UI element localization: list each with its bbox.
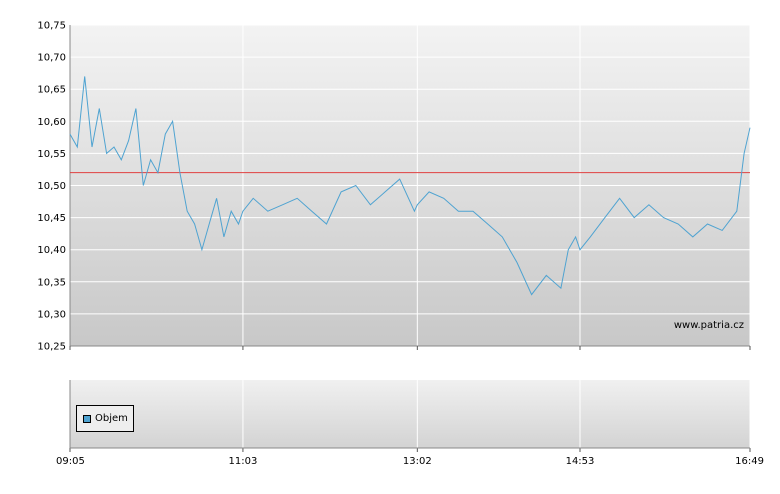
y-tick-label: 10,35 [37, 277, 66, 288]
volume-axes [69, 380, 750, 449]
legend-swatch [83, 415, 91, 423]
y-tick-label: 10,65 [37, 85, 66, 96]
x-tick-label: 16:49 [735, 456, 764, 467]
legend-label-objem: Objem [95, 413, 128, 424]
y-tick-label: 10,45 [37, 213, 66, 224]
volume-plot-area [70, 380, 750, 448]
x-tick-labels: 09:05 11:03 13:02 14:53 16:49 [56, 456, 764, 467]
x-tick-label: 09:05 [56, 456, 85, 467]
y-tick-label: 10,55 [37, 149, 66, 160]
watermark: www.patria.cz [674, 320, 744, 331]
y-tick-labels: 10,75 10,70 10,65 10,60 10,55 10,50 10,45 10,40… [37, 21, 66, 353]
y-tick-label: 10,50 [37, 181, 66, 192]
price-series-line [69, 76, 751, 296]
y-tick-label: 10,60 [37, 117, 66, 128]
y-tick-label: 10,40 [37, 245, 66, 256]
y-tick-label: 10,75 [37, 21, 66, 32]
volume-legend: Objem [76, 405, 134, 432]
x-tick-label: 11:03 [229, 456, 258, 467]
x-tick-label: 14:53 [566, 456, 595, 467]
y-tick-label: 10,30 [37, 309, 66, 320]
y-tick-label: 10,25 [37, 342, 66, 353]
x-tick-label: 13:02 [403, 456, 432, 467]
price-axes [69, 25, 750, 347]
price-x-tick-marks [69, 346, 751, 350]
volume-grid [69, 380, 751, 452]
y-tick-label: 10,70 [37, 53, 66, 64]
